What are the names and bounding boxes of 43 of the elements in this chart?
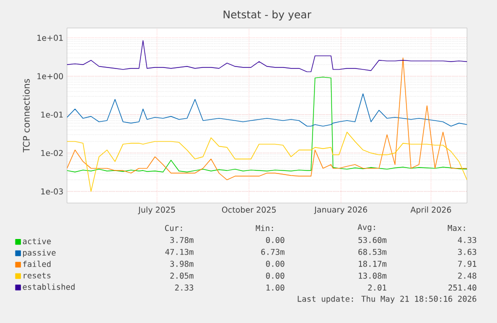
- y-tick-label: 1e+01: [37, 34, 63, 41]
- y-axis-title: TCP connections: [22, 79, 30, 152]
- text: Max:: [448, 225, 465, 231]
- line-series: [67, 93, 467, 127]
- text: 3.78m: [170, 236, 194, 244]
- text: 0.00: [266, 272, 284, 279]
- text: 2.05m: [170, 272, 194, 279]
- text: 0.00: [266, 260, 284, 267]
- legend-label: resets: [24, 272, 50, 278]
- y-tick-label: 1e-03: [41, 188, 63, 194]
- text: 6.73m: [261, 248, 284, 255]
- y-tick-label: 1e-02: [41, 150, 63, 156]
- text: 251.40: [448, 284, 476, 291]
- text: 4.33: [458, 236, 476, 244]
- text: 2.48: [458, 272, 476, 279]
- text: 2.01: [368, 284, 386, 291]
- line-series: [67, 76, 467, 172]
- chart-title: Netstat - by year: [224, 10, 312, 20]
- y-tick-label: 1e+00: [37, 73, 63, 80]
- x-tick-label: July 2025: [138, 206, 175, 214]
- text: Avg:: [358, 224, 375, 232]
- text: 68.53m: [358, 248, 386, 255]
- text: 47.13m: [165, 248, 194, 255]
- text: Min:: [256, 224, 273, 232]
- text: 1.00: [266, 284, 284, 291]
- legend-label: established: [22, 284, 75, 290]
- text: 0.00: [266, 236, 284, 244]
- text: 18.17m: [358, 260, 386, 267]
- text: 53.60m: [358, 236, 386, 244]
- y-tick-label: 1e-01: [41, 112, 63, 118]
- x-tick-label: April 2026: [410, 206, 452, 214]
- text: 2.33: [175, 284, 194, 291]
- x-tick-label: January 2026: [314, 206, 368, 214]
- text: Cur:: [165, 224, 182, 232]
- x-tick-label: October 2025: [222, 206, 276, 213]
- text: 13.08m: [358, 272, 386, 279]
- legend-label: failed: [23, 260, 50, 268]
- text: 7.91: [458, 260, 476, 267]
- text: 3.63: [458, 248, 476, 255]
- legend-label: active: [22, 238, 51, 244]
- text: 3.98m: [170, 260, 194, 267]
- text: Last update: Thu May 21 18:50:16 2026: [298, 296, 476, 304]
- legend-label: passive: [23, 249, 56, 258]
